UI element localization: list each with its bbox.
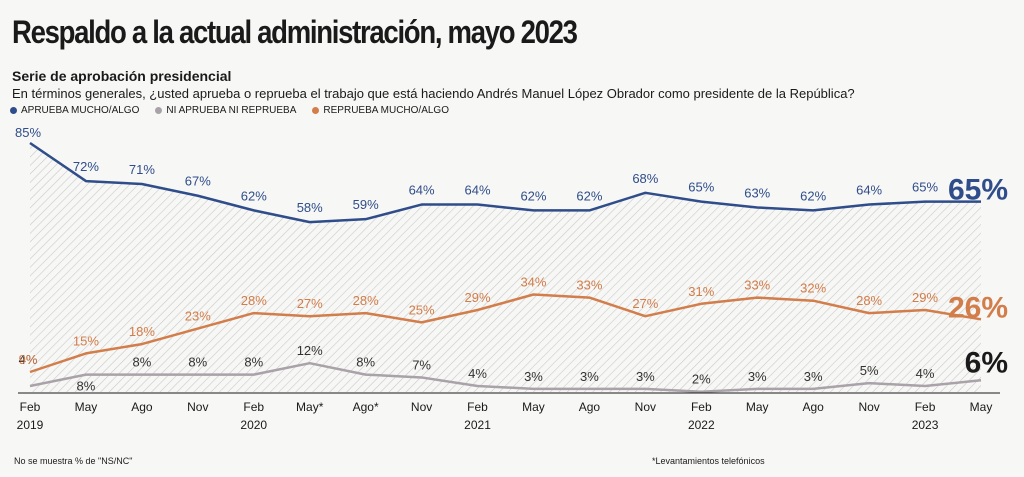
x-tick-label-3: Nov bbox=[187, 400, 208, 414]
data-label-ni-11: 3% bbox=[636, 369, 655, 384]
survey-question: En términos generales, ¿usted aprueba o … bbox=[12, 86, 855, 101]
legend: APRUEBA MUCHO/ALGO NI APRUEBA NI REPRUEB… bbox=[10, 105, 449, 116]
x-year-label-2020: 2020 bbox=[240, 418, 267, 432]
x-year-label-2019: 2019 bbox=[17, 418, 44, 432]
data-label-reprueba-3: 23% bbox=[185, 309, 211, 324]
legend-dot-aprueba bbox=[10, 107, 17, 114]
data-label-reprueba-15: 28% bbox=[856, 293, 882, 308]
data-label-aprueba-2: 71% bbox=[129, 162, 155, 177]
x-year-label-2022: 2022 bbox=[688, 418, 715, 432]
data-label-aprueba-7: 64% bbox=[409, 183, 435, 198]
data-label-aprueba-last: 65% bbox=[948, 174, 1008, 207]
data-label-aprueba-14: 62% bbox=[800, 188, 826, 203]
data-label-ni-1: 8% bbox=[77, 379, 96, 394]
data-label-reprueba-14: 32% bbox=[800, 281, 826, 296]
footnote-telefonicos: *Levantamientos telefónicos bbox=[652, 456, 765, 466]
x-tick-label-5: May* bbox=[296, 400, 324, 414]
data-label-reprueba-16: 29% bbox=[912, 290, 938, 305]
data-label-aprueba-8: 64% bbox=[465, 183, 491, 198]
approval-area-hatch bbox=[30, 143, 981, 392]
x-tick-label-15: Nov bbox=[858, 400, 879, 414]
series-line-aprueba bbox=[29, 141, 981, 224]
x-tick-label-4: Feb bbox=[243, 400, 264, 414]
data-label-ni-15: 5% bbox=[860, 363, 879, 378]
data-label-aprueba-5: 58% bbox=[297, 200, 323, 215]
data-label-ni-7: 7% bbox=[412, 357, 431, 372]
legend-dot-reprueba bbox=[312, 107, 320, 114]
data-label-aprueba-16: 65% bbox=[912, 180, 938, 195]
data-label-reprueba-12: 31% bbox=[688, 284, 714, 299]
data-label-ni-8: 4% bbox=[468, 366, 487, 381]
data-label-ni-0: 4% bbox=[19, 352, 38, 367]
data-label-aprueba-6: 59% bbox=[353, 197, 379, 212]
chart-title: Respaldo a la actual administración, may… bbox=[12, 14, 578, 50]
data-label-ni-13: 3% bbox=[748, 369, 767, 384]
chart-subtitle: Serie de aprobación presidencial bbox=[12, 68, 232, 84]
legend-item-aprueba: APRUEBA MUCHO/ALGO bbox=[10, 105, 139, 116]
legend-label-aprueba: APRUEBA MUCHO/ALGO bbox=[21, 105, 140, 116]
data-label-reprueba-2: 18% bbox=[129, 324, 155, 339]
data-label-ni-5: 12% bbox=[297, 343, 323, 358]
data-label-ni-16: 4% bbox=[916, 366, 935, 381]
data-label-reprueba-last: 26% bbox=[948, 291, 1008, 324]
x-tick-label-12: Feb bbox=[691, 400, 712, 414]
data-label-ni-last: 6% bbox=[965, 346, 1008, 379]
data-label-ni-3: 8% bbox=[188, 355, 207, 370]
x-tick-label-16: Feb bbox=[915, 400, 936, 414]
x-tick-label-8: Feb bbox=[467, 400, 488, 414]
data-label-aprueba-12: 65% bbox=[688, 180, 714, 195]
x-tick-label-9: May bbox=[522, 400, 545, 414]
data-label-reprueba-5: 27% bbox=[297, 296, 323, 311]
data-label-ni-12: 2% bbox=[692, 372, 711, 387]
x-tick-label-10: Ago bbox=[579, 400, 601, 414]
data-label-aprueba-0: 85% bbox=[15, 125, 41, 140]
data-label-reprueba-0: 9% bbox=[19, 352, 38, 367]
data-label-reprueba-13: 33% bbox=[744, 278, 770, 293]
x-tick-label-7: Nov bbox=[411, 400, 432, 414]
legend-label-reprueba: REPRUEBA MUCHO/ALGO bbox=[323, 105, 449, 116]
data-label-reprueba-7: 25% bbox=[409, 302, 435, 317]
data-label-ni-6: 8% bbox=[356, 355, 375, 370]
data-label-aprueba-13: 63% bbox=[744, 185, 770, 200]
data-label-ni-9: 3% bbox=[524, 369, 543, 384]
data-label-ni-10: 3% bbox=[580, 369, 599, 384]
data-label-reprueba-10: 33% bbox=[576, 278, 602, 293]
data-label-aprueba-15: 64% bbox=[856, 183, 882, 198]
data-label-aprueba-3: 67% bbox=[185, 174, 211, 189]
x-year-label-2023: 2023 bbox=[912, 418, 939, 432]
x-tick-label-11: Nov bbox=[635, 400, 656, 414]
series-line-reprueba bbox=[29, 293, 982, 374]
data-label-aprueba-9: 62% bbox=[520, 188, 546, 203]
data-label-aprueba-4: 62% bbox=[241, 188, 267, 203]
series-line-ni bbox=[29, 361, 982, 393]
legend-item-ni: NI APRUEBA NI REPRUEBA bbox=[155, 105, 296, 116]
data-label-reprueba-8: 29% bbox=[465, 290, 491, 305]
legend-label-ni: NI APRUEBA NI REPRUEBA bbox=[166, 105, 297, 116]
data-label-ni-2: 8% bbox=[132, 355, 151, 370]
legend-item-reprueba: REPRUEBA MUCHO/ALGO bbox=[312, 105, 449, 116]
data-label-aprueba-10: 62% bbox=[576, 188, 602, 203]
x-tick-label-17: May bbox=[970, 400, 993, 414]
data-label-aprueba-11: 68% bbox=[632, 171, 658, 186]
data-label-ni-4: 8% bbox=[244, 355, 263, 370]
x-tick-label-0: Feb bbox=[20, 400, 41, 414]
x-tick-label-2: Ago bbox=[131, 400, 153, 414]
data-label-reprueba-9: 34% bbox=[520, 275, 546, 290]
data-label-reprueba-6: 28% bbox=[353, 293, 379, 308]
x-tick-label-14: Ago bbox=[802, 400, 824, 414]
data-label-reprueba-1: 15% bbox=[73, 333, 99, 348]
footnote-nsnc: No se muestra % de "NS/NC" bbox=[14, 456, 133, 466]
data-label-ni-14: 3% bbox=[804, 369, 823, 384]
x-tick-label-6: Ago* bbox=[353, 400, 379, 414]
data-label-aprueba-1: 72% bbox=[73, 159, 99, 174]
x-year-label-2021: 2021 bbox=[464, 418, 491, 432]
data-label-reprueba-4: 28% bbox=[241, 293, 267, 308]
x-tick-label-1: May bbox=[75, 400, 98, 414]
x-tick-label-13: May bbox=[746, 400, 769, 414]
legend-dot-ni bbox=[155, 107, 163, 114]
data-label-reprueba-11: 27% bbox=[632, 296, 658, 311]
